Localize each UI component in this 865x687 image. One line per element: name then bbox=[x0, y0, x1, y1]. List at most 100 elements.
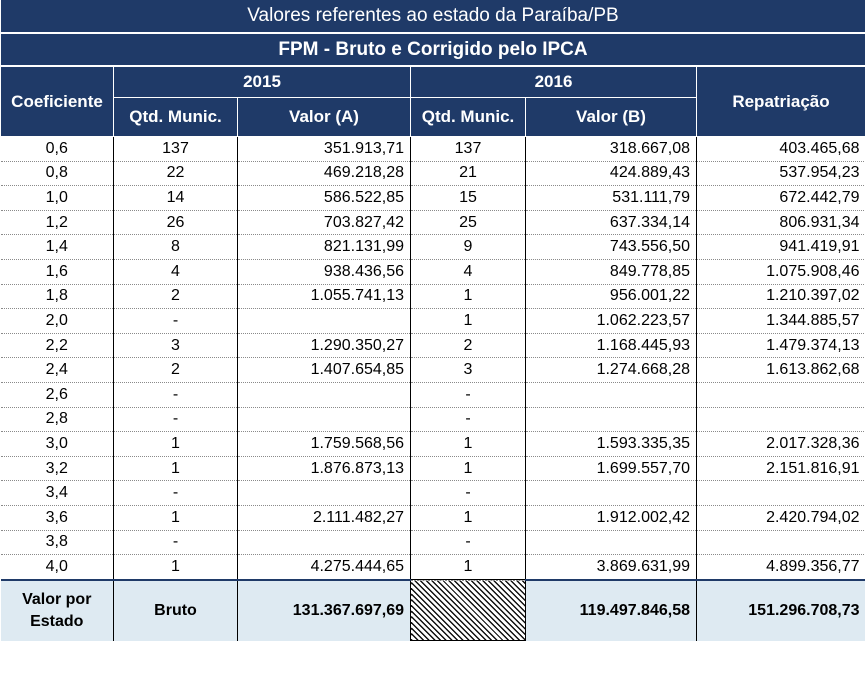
cell-repatriacao: 1.210.397,02 bbox=[696, 284, 865, 310]
cell-repatriacao: 1.479.374,13 bbox=[696, 333, 865, 359]
cell-valor-b: 849.778,85 bbox=[525, 259, 697, 285]
cell-valor-b: 956.001,22 bbox=[525, 284, 697, 310]
cell-valor-b: 1.912.002,42 bbox=[525, 505, 697, 531]
cell-qtd-munic-2015: - bbox=[113, 480, 238, 506]
cell-valor-b: 1.274.668,28 bbox=[525, 357, 697, 383]
cell-qtd-munic-2015: 1 bbox=[113, 554, 238, 581]
cell-valor-a: 586.522,85 bbox=[237, 185, 411, 211]
cell-qtd-munic-2015: 3 bbox=[113, 333, 238, 359]
cell-qtd-munic-2015: - bbox=[113, 382, 238, 408]
table-row: 2,2 3 1.290.350,27 2 1.168.445,93 1.479.374,1… bbox=[0, 333, 865, 359]
cell-coeficiente: 3,4 bbox=[0, 480, 114, 506]
cell-qtd-munic-2015: 26 bbox=[113, 210, 238, 236]
cell-coeficiente: 2,2 bbox=[0, 333, 114, 359]
cell-qtd-munic-2015: - bbox=[113, 308, 238, 334]
cell-valor-a: 4.275.444,65 bbox=[237, 554, 411, 581]
cell-qtd-munic-2016: 21 bbox=[410, 161, 526, 187]
cell-qtd-munic-2015: 1 bbox=[113, 456, 238, 482]
cell-valor-a: 1.055.741,13 bbox=[237, 284, 411, 310]
footer-total-b: 119.497.846,58 bbox=[525, 578, 697, 641]
header-repatriacao: Repatriação bbox=[696, 65, 865, 137]
cell-valor-b: 1.593.335,35 bbox=[525, 431, 697, 457]
footer-label-line1: Valor por bbox=[22, 590, 92, 608]
footer-label: Valor por Estado bbox=[0, 578, 114, 641]
cell-coeficiente: 3,8 bbox=[0, 530, 114, 556]
cell-valor-b: 424.889,43 bbox=[525, 161, 697, 187]
cell-valor-a bbox=[237, 407, 411, 433]
cell-coeficiente: 3,0 bbox=[0, 431, 114, 457]
table-row: 3,0 1 1.759.568,56 1 1.593.335,35 2.017.328,3… bbox=[0, 431, 865, 457]
cell-repatriacao bbox=[696, 530, 865, 556]
cell-valor-a: 703.827,42 bbox=[237, 210, 411, 236]
cell-valor-b: 1.699.557,70 bbox=[525, 456, 697, 482]
header-valor-a: Valor (A) bbox=[237, 97, 411, 137]
cell-coeficiente: 1,6 bbox=[0, 259, 114, 285]
header-valor-b: Valor (B) bbox=[525, 97, 697, 137]
cell-repatriacao bbox=[696, 407, 865, 433]
cell-repatriacao: 1.344.885,57 bbox=[696, 308, 865, 334]
cell-valor-b: 3.869.631,99 bbox=[525, 554, 697, 581]
cell-valor-b bbox=[525, 382, 697, 408]
cell-valor-a: 1.759.568,56 bbox=[237, 431, 411, 457]
cell-valor-b: 743.556,50 bbox=[525, 234, 697, 260]
cell-coeficiente: 4,0 bbox=[0, 554, 114, 581]
cell-coeficiente: 1,4 bbox=[0, 234, 114, 260]
table-row: 3,6 1 2.111.482,27 1 1.912.002,42 2.420.794,0… bbox=[0, 505, 865, 531]
footer-hatched-cell bbox=[410, 579, 526, 642]
cell-qtd-munic-2015: 4 bbox=[113, 259, 238, 285]
cell-valor-a bbox=[237, 480, 411, 506]
table-row: 1,6 4 938.436,56 4 849.778,85 1.075.908,46 bbox=[0, 259, 865, 285]
cell-coeficiente: 1,2 bbox=[0, 210, 114, 236]
table-row: 3,4- - bbox=[0, 480, 865, 506]
footer-label-line2: Estado bbox=[30, 612, 84, 630]
cell-valor-a: 1.407.654,85 bbox=[237, 357, 411, 383]
cell-qtd-munic-2016: 2 bbox=[410, 333, 526, 359]
cell-valor-a: 938.436,56 bbox=[237, 259, 411, 285]
cell-valor-a bbox=[237, 308, 411, 334]
table-row: 3,2 1 1.876.873,13 1 1.699.557,70 2.151.816,9… bbox=[0, 456, 865, 482]
cell-qtd-munic-2016: 1 bbox=[410, 554, 526, 581]
fpm-table: Valores referentes ao estado da Paraíba/… bbox=[0, 0, 865, 642]
cell-qtd-munic-2015: 137 bbox=[113, 136, 238, 162]
cell-qtd-munic-2016: - bbox=[410, 530, 526, 556]
cell-repatriacao: 1.075.908,46 bbox=[696, 259, 865, 285]
cell-qtd-munic-2016: 15 bbox=[410, 185, 526, 211]
cell-valor-b: 318.667,08 bbox=[525, 136, 697, 162]
cell-qtd-munic-2016: 3 bbox=[410, 357, 526, 383]
cell-repatriacao: 806.931,34 bbox=[696, 210, 865, 236]
table-row: 2,8- - bbox=[0, 407, 865, 433]
cell-valor-a bbox=[237, 382, 411, 408]
cell-valor-a: 469.218,28 bbox=[237, 161, 411, 187]
cell-coeficiente: 3,2 bbox=[0, 456, 114, 482]
cell-qtd-munic-2016: - bbox=[410, 407, 526, 433]
cell-repatriacao: 2.017.328,36 bbox=[696, 431, 865, 457]
table-row: 2,6- - bbox=[0, 382, 865, 408]
cell-valor-a: 351.913,71 bbox=[237, 136, 411, 162]
footer-total-a: 131.367.697,69 bbox=[237, 578, 411, 641]
cell-valor-b bbox=[525, 480, 697, 506]
header-qtd-munic-2015: Qtd. Munic. bbox=[113, 97, 238, 137]
table-body: 0,6 137 351.913,71 137 318.667,08 403.465,68 0… bbox=[0, 136, 865, 581]
cell-qtd-munic-2015: 2 bbox=[113, 284, 238, 310]
cell-repatriacao bbox=[696, 480, 865, 506]
cell-valor-b bbox=[525, 407, 697, 433]
cell-qtd-munic-2015: 1 bbox=[113, 505, 238, 531]
footer-total-repatriacao: 151.296.708,73 bbox=[696, 578, 865, 641]
cell-qtd-munic-2015: - bbox=[113, 407, 238, 433]
cell-valor-b: 1.062.223,57 bbox=[525, 308, 697, 334]
table-row: 1,2 26 703.827,42 25 637.334,14 806.931,34 bbox=[0, 210, 865, 236]
cell-coeficiente: 2,8 bbox=[0, 407, 114, 433]
cell-qtd-munic-2016: 1 bbox=[410, 284, 526, 310]
cell-qtd-munic-2016: 1 bbox=[410, 456, 526, 482]
table-subtitle: FPM - Bruto e Corrigido pelo IPCA bbox=[0, 33, 865, 67]
cell-qtd-munic-2016: 25 bbox=[410, 210, 526, 236]
cell-qtd-munic-2016: - bbox=[410, 480, 526, 506]
cell-qtd-munic-2015: 14 bbox=[113, 185, 238, 211]
cell-qtd-munic-2016: 1 bbox=[410, 308, 526, 334]
table-row: 0,8 22 469.218,28 21 424.889,43 537.954,23 bbox=[0, 161, 865, 187]
cell-qtd-munic-2016: 1 bbox=[410, 505, 526, 531]
cell-repatriacao: 941.419,91 bbox=[696, 234, 865, 260]
cell-repatriacao: 672.442,79 bbox=[696, 185, 865, 211]
table-row: 2,4 2 1.407.654,85 3 1.274.668,28 1.613.862,6… bbox=[0, 357, 865, 383]
cell-qtd-munic-2015: 1 bbox=[113, 431, 238, 457]
